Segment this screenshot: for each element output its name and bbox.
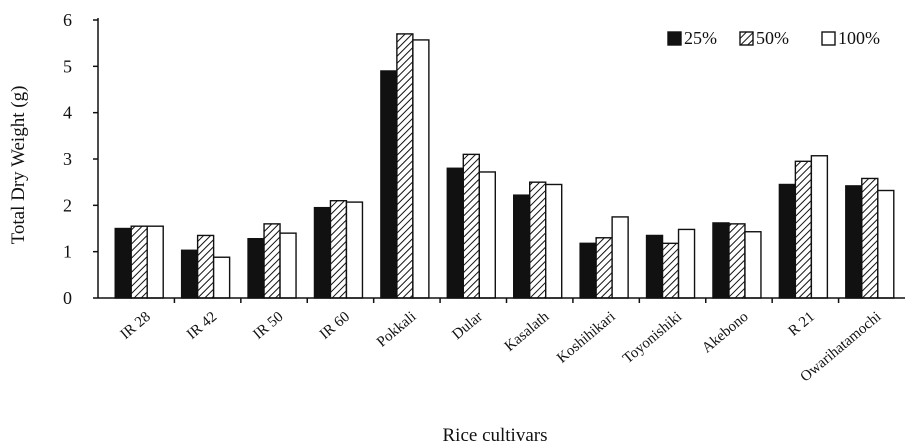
y-tick-label: 0: [63, 288, 72, 308]
bar-owarihatamochi-25pct: [845, 185, 863, 299]
x-tick-label: Akebono: [699, 309, 751, 357]
bar-dular-50pct: [462, 153, 480, 299]
bar-toyonishiki-100pct: [677, 228, 696, 299]
y-tick-label: 3: [63, 149, 72, 169]
x-tick-label: IR 42: [184, 309, 220, 343]
bar-owarihatamochi-100pct: [877, 189, 895, 299]
bar-ir-60-50pct: [329, 199, 348, 299]
x-tick-label: Kasalath: [502, 308, 553, 354]
bar-kasalath-50pct: [529, 181, 547, 299]
bar-ir-28-100pct: [146, 225, 164, 299]
bar-r-21-100pct: [810, 155, 829, 299]
x-tick-label: Pokkali: [374, 309, 419, 351]
bar-toyonishiki-25pct: [645, 234, 664, 299]
legend-label: 25%: [684, 28, 717, 48]
bar-ir-42-50pct: [196, 234, 215, 299]
bar-toyonishiki-50pct: [661, 242, 680, 299]
bar-ir-60-100pct: [345, 201, 364, 299]
bar-ir-42-25pct: [180, 249, 199, 299]
y-axis-title: Total Dry Weight (g): [8, 86, 29, 245]
legend-swatch-100pct: [821, 31, 836, 46]
bar-ir-50-25pct: [247, 237, 265, 299]
y-tick-label: 2: [63, 195, 72, 215]
legend-swatch-50pct: [739, 31, 754, 46]
legend-label: 100%: [838, 28, 880, 48]
x-tick-label: IR 50: [250, 309, 286, 343]
x-tick-label: Dular: [449, 309, 485, 343]
y-tick-label: 6: [63, 10, 72, 30]
bar-koshihikari-50pct: [595, 237, 613, 299]
legend-label: 50%: [756, 28, 789, 48]
bar-akebono-50pct: [728, 223, 746, 299]
bar-dular-25pct: [446, 167, 464, 299]
x-tick-label: IR 28: [118, 309, 154, 343]
x-tick-label: IR 60: [317, 309, 353, 343]
bar-ir-28-25pct: [114, 227, 132, 299]
bar-pokkali-50pct: [396, 33, 414, 299]
bars-group: [114, 33, 895, 299]
bar-kasalath-100pct: [545, 183, 563, 299]
x-tick-label: Toyonishiki: [620, 309, 685, 367]
x-tick-label: Koshihikari: [554, 309, 619, 367]
bar-owarihatamochi-50pct: [861, 177, 879, 299]
bar-koshihikari-100pct: [611, 216, 629, 299]
bar-ir-28-50pct: [130, 225, 148, 299]
legend-swatch-25pct: [667, 31, 682, 46]
bar-pokkali-25pct: [380, 70, 398, 299]
bar-ir-50-50pct: [263, 223, 281, 299]
bar-r-21-25pct: [778, 183, 797, 299]
x-axis-title: Rice cultivars: [443, 425, 548, 446]
legend: 25% 50% 100%: [667, 28, 880, 48]
bar-ir-60-25pct: [313, 206, 332, 299]
y-tick-label: 5: [63, 56, 72, 76]
bar-r-21-50pct: [794, 160, 813, 299]
bar-pokkali-100pct: [412, 39, 430, 299]
bar-dular-100pct: [478, 171, 496, 299]
bar-ir-50-100pct: [279, 232, 297, 299]
bar-akebono-100pct: [744, 231, 762, 299]
x-tick-label: R 21: [786, 309, 818, 340]
bar-koshihikari-25pct: [579, 242, 597, 299]
y-tick-label: 1: [63, 242, 72, 262]
bar-akebono-25pct: [712, 222, 730, 299]
bar-ir-42-100pct: [212, 256, 231, 299]
y-tick-label: 4: [63, 103, 72, 123]
bar-kasalath-25pct: [513, 194, 531, 299]
